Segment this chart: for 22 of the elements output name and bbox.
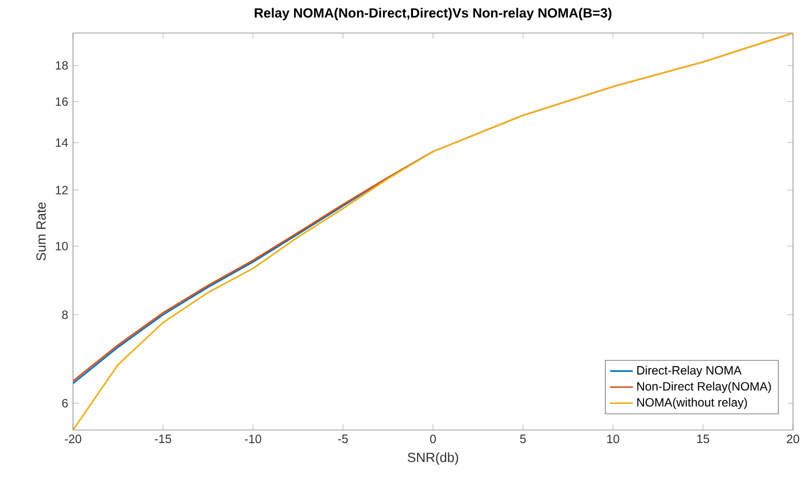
y-tick-label: 12 xyxy=(56,186,68,194)
y-tick-label: 16 xyxy=(56,97,68,106)
x-tick-label: 0 xyxy=(430,434,436,444)
x-tick-label: -15 xyxy=(154,434,172,444)
chart-title: Relay NOMA(Non-Direct,Direct)Vs Non-relay NOMA(B=3) xyxy=(254,8,612,20)
x-tick-label: -5 xyxy=(338,434,348,444)
x-axis-title: SNR(db) xyxy=(408,452,458,465)
y-tick-label: 8 xyxy=(62,310,68,320)
x-tick-label: -20 xyxy=(64,434,82,444)
x-tick-label: -10 xyxy=(244,434,262,444)
legend-label: Direct-Relay NOMA xyxy=(637,366,742,377)
y-tick-label: 6 xyxy=(62,398,68,408)
y-tick-label: 14 xyxy=(56,138,68,147)
y-axis-title: Sum Rate xyxy=(36,202,46,261)
legend-label: Non-Direct Relay(NOMA) xyxy=(637,382,771,393)
x-tick-label: 20 xyxy=(786,434,800,444)
x-tick-label: 5 xyxy=(520,434,526,444)
legend-label: NOMA(without relay) xyxy=(637,398,747,409)
y-tick-label: 10 xyxy=(56,242,68,250)
y-tick-label: 18 xyxy=(56,61,68,70)
x-tick-label: 10 xyxy=(607,434,620,444)
x-tick-label: 15 xyxy=(697,434,710,444)
